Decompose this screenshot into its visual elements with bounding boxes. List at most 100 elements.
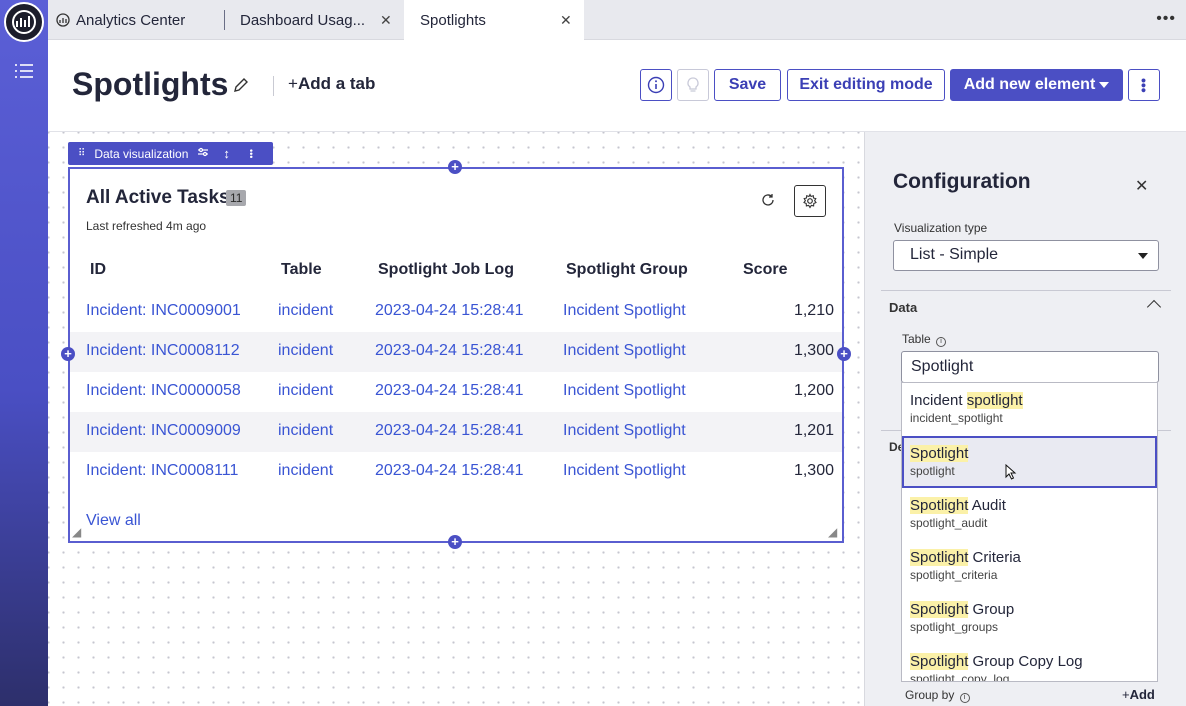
- table-link[interactable]: incident: [278, 462, 334, 479]
- add-tab-label: Add a tab: [297, 74, 376, 93]
- list-item[interactable]: Spotlight Group spotlight_groups: [902, 592, 1157, 644]
- menu-list-icon[interactable]: [14, 62, 34, 80]
- data-section-title[interactable]: Data: [889, 300, 918, 315]
- list-item[interactable]: Spotlight Group Copy Log spotlight_copy_…: [902, 644, 1157, 682]
- add-group-by-button[interactable]: +Add: [1122, 687, 1155, 702]
- job-log-link[interactable]: 2023-04-24 15:28:41: [375, 302, 524, 319]
- score-value: 1,200: [793, 382, 834, 399]
- job-log-link[interactable]: 2023-04-24 15:28:41: [375, 342, 524, 359]
- column-header-id[interactable]: ID: [90, 261, 106, 278]
- id-link[interactable]: Incident: INC0008112: [86, 342, 240, 359]
- add-right-handle-icon[interactable]: +: [837, 347, 851, 361]
- cursor-pointer-icon: [1005, 463, 1017, 485]
- drag-handle-icon[interactable]: ⠿: [78, 148, 85, 159]
- toolbar-more-icon[interactable]: •••: [245, 148, 256, 159]
- refresh-icon[interactable]: [760, 192, 776, 213]
- add-below-handle-icon[interactable]: +: [448, 535, 462, 549]
- resize-handle-icon[interactable]: ◢: [828, 525, 838, 539]
- close-icon[interactable]: ✕: [380, 11, 392, 28]
- close-icon[interactable]: ✕: [1135, 178, 1149, 195]
- more-tabs-icon[interactable]: •••: [1156, 10, 1176, 27]
- id-link[interactable]: Incident: INC0008111: [86, 462, 239, 479]
- viz-type-select[interactable]: List - Simple: [893, 240, 1159, 271]
- column-header-job-log[interactable]: Spotlight Job Log: [378, 261, 514, 278]
- tab-divider: [224, 10, 225, 30]
- table-row: Incident: INC0008112 incident 2023-04-24…: [70, 332, 842, 372]
- column-header-score[interactable]: Score: [743, 261, 788, 278]
- id-link[interactable]: Incident: INC0009001: [86, 302, 241, 319]
- table-link[interactable]: incident: [278, 342, 334, 359]
- option-text: Audit: [968, 497, 1006, 514]
- option-highlight: Spotlight: [910, 601, 969, 618]
- info-button[interactable]: [640, 69, 672, 101]
- add-tab-button[interactable]: +Add a tab: [288, 74, 375, 94]
- table-link[interactable]: incident: [278, 382, 334, 399]
- table-options-dropdown[interactable]: Incident spotlight incident_spotlight Sp…: [901, 382, 1158, 682]
- chevron-up-icon[interactable]: [1146, 299, 1162, 315]
- option-highlight: Spotlight: [910, 497, 969, 514]
- hint-button[interactable]: [677, 69, 709, 101]
- add-left-handle-icon[interactable]: +: [61, 347, 75, 361]
- settings-button[interactable]: [794, 185, 826, 217]
- score-value: 1,300: [793, 462, 834, 479]
- list-item[interactable]: Incident spotlight incident_spotlight: [902, 383, 1157, 435]
- exit-editing-button[interactable]: Exit editing mode: [787, 69, 945, 101]
- view-all-link[interactable]: View all: [86, 512, 141, 529]
- save-button[interactable]: Save: [714, 69, 781, 101]
- list-card[interactable]: All Active Tasks 11 Last refreshed 4m ag…: [68, 167, 844, 543]
- caret-down-icon: [1099, 82, 1110, 88]
- option-highlight: Spotlight: [910, 549, 969, 566]
- add-new-element-button[interactable]: Add new element: [950, 69, 1123, 101]
- option-table-name: spotlight_copy_log: [910, 672, 1010, 682]
- score-value: 1,210: [793, 302, 834, 319]
- job-log-link[interactable]: 2023-04-24 15:28:41: [375, 382, 524, 399]
- plus-icon: +: [1122, 687, 1130, 702]
- group-link[interactable]: Incident Spotlight: [563, 342, 686, 359]
- table-search-input[interactable]: Spotlight: [901, 351, 1159, 383]
- id-link[interactable]: Incident: INC0009009: [86, 422, 241, 439]
- option-table-name: spotlight_criteria: [910, 568, 998, 582]
- list-item[interactable]: Spotlight Criteria spotlight_criteria: [902, 540, 1157, 592]
- list-item-selected[interactable]: Spotlight spotlight: [902, 436, 1157, 488]
- page-title: Spotlights: [72, 66, 229, 102]
- option-text: Criteria: [968, 549, 1021, 566]
- info-icon: [647, 76, 665, 94]
- adjust-icon[interactable]: [197, 146, 209, 161]
- add-label: Add: [1129, 687, 1155, 702]
- tab-analytics-center[interactable]: Analytics Center: [56, 0, 226, 40]
- column-header-table[interactable]: Table: [281, 261, 322, 278]
- group-by-label: Group by i: [905, 688, 970, 703]
- list-item[interactable]: Spotlight Audit spotlight_audit: [902, 488, 1157, 540]
- last-refreshed-text: Last refreshed 4m ago: [86, 219, 207, 233]
- score-value: 1,300: [793, 342, 834, 359]
- group-link[interactable]: Incident Spotlight: [563, 302, 686, 319]
- job-log-link[interactable]: 2023-04-24 15:28:41: [375, 462, 524, 479]
- more-options-button[interactable]: •••: [1128, 69, 1160, 101]
- app-logo-icon[interactable]: [4, 2, 44, 42]
- table-row: Incident: INC0009001 incident 2023-04-24…: [70, 292, 842, 332]
- option-text: Group Copy Log: [968, 653, 1083, 670]
- card-title: All Active Tasks: [86, 187, 230, 208]
- pencil-icon[interactable]: [232, 76, 250, 99]
- kebab-icon: •••: [1136, 77, 1152, 93]
- group-link[interactable]: Incident Spotlight: [563, 382, 686, 399]
- resize-handle-icon[interactable]: ◢: [72, 525, 82, 539]
- add-above-handle-icon[interactable]: +: [448, 160, 462, 174]
- config-title: Configuration: [893, 170, 1031, 193]
- id-link[interactable]: Incident: INC0000058: [86, 382, 241, 399]
- tab-dashboard-usage[interactable]: Dashboard Usag... ✕: [240, 0, 400, 40]
- resize-vertical-icon[interactable]: ↕: [223, 146, 230, 161]
- table-link[interactable]: incident: [278, 302, 334, 319]
- column-header-group[interactable]: Spotlight Group: [566, 261, 688, 278]
- table-link[interactable]: incident: [278, 422, 334, 439]
- job-log-link[interactable]: 2023-04-24 15:28:41: [375, 422, 524, 439]
- group-link[interactable]: Incident Spotlight: [563, 422, 686, 439]
- tab-label: Dashboard Usag...: [240, 11, 366, 29]
- option-highlight: spotlight: [966, 392, 1023, 409]
- option-table-name: spotlight_audit: [910, 516, 988, 530]
- close-icon[interactable]: ✕: [560, 11, 572, 28]
- page-header: Spotlights +Add a tab Save Exit editing …: [48, 40, 1186, 132]
- tab-spotlights[interactable]: Spotlights ✕: [404, 0, 584, 40]
- score-value: 1,201: [793, 422, 834, 439]
- group-link[interactable]: Incident Spotlight: [563, 462, 686, 479]
